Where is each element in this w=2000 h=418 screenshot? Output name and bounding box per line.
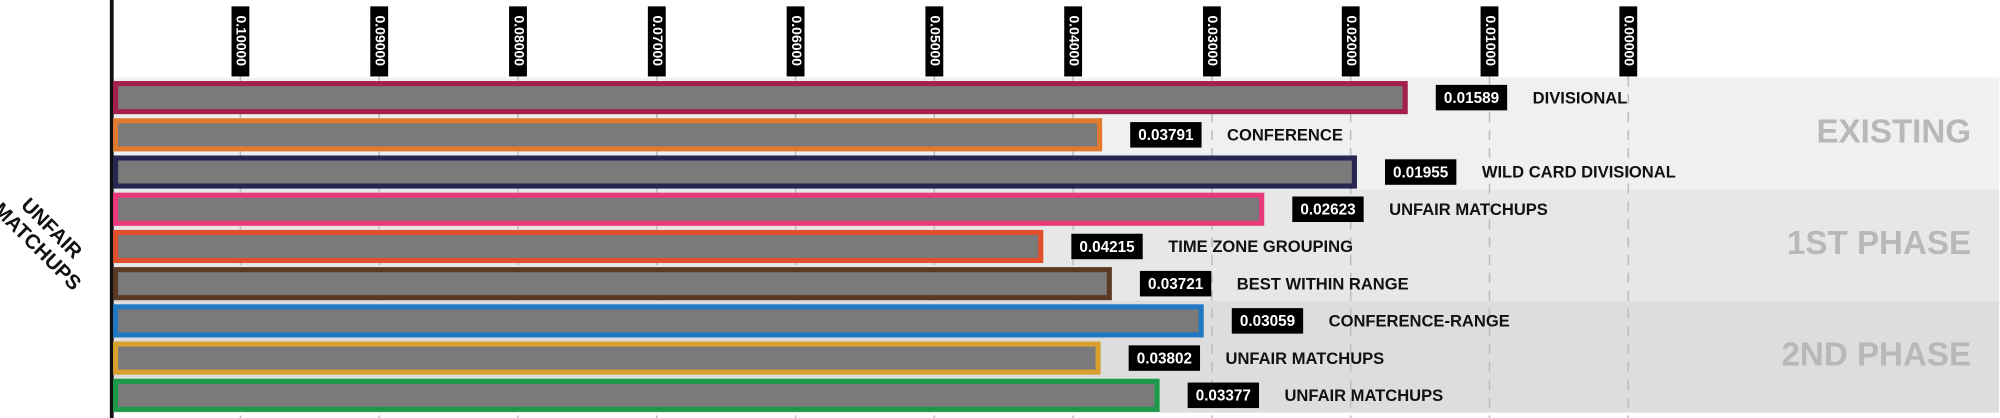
group-label: 1ST PHASE xyxy=(1787,225,1971,262)
group-label: 2ND PHASE xyxy=(1781,337,1971,374)
tick-label-bg xyxy=(1064,6,1083,77)
value-label-bg xyxy=(1071,233,1143,260)
category-label: UNFAIR MATCHUPS xyxy=(1226,349,1385,368)
x-tick-label: 0.03000 xyxy=(1205,15,1221,66)
tick-label-bg xyxy=(925,6,944,77)
value-label-bg xyxy=(1128,345,1201,371)
y-axis-label: UNFAIR MATCHUPS xyxy=(0,183,101,295)
category-label: DIVISIONAL xyxy=(1533,88,1628,107)
x-tick-label: 0.08000 xyxy=(511,15,527,66)
category-label: WILD CARD DIVISIONAL xyxy=(1482,163,1676,182)
category-label: BEST WITHIN RANGE xyxy=(1237,274,1409,293)
bar xyxy=(113,341,1101,375)
tick-label-bg xyxy=(231,6,250,77)
x-tick-label: 0.02000 xyxy=(1344,15,1360,66)
value-label-bg xyxy=(1292,196,1364,222)
tick-label-bg xyxy=(1619,6,1638,77)
bar xyxy=(113,118,1103,152)
x-tick-label: 0.00000 xyxy=(1622,15,1638,66)
bar xyxy=(113,192,1265,226)
value-label-bg xyxy=(1130,122,1202,148)
value-label: 0.03791 xyxy=(1138,127,1194,144)
bar xyxy=(113,378,1160,412)
category-label: UNFAIR MATCHUPS xyxy=(1389,200,1548,219)
value-label: 0.01955 xyxy=(1393,164,1449,181)
tick-label-bg xyxy=(370,6,389,77)
value-label-bg xyxy=(1384,159,1457,185)
x-tick-label: 0.10000 xyxy=(234,15,250,66)
value-label-bg xyxy=(1139,270,1212,297)
bar xyxy=(113,81,1408,115)
category-label: UNFAIR MATCHUPS xyxy=(1284,386,1443,405)
bar xyxy=(113,155,1357,189)
value-label-bg xyxy=(1231,308,1304,334)
x-tick-label: 0.07000 xyxy=(650,15,666,66)
value-label-bg xyxy=(1187,382,1260,409)
x-tick-label: 0.01000 xyxy=(1483,15,1499,66)
x-tick-label: 0.09000 xyxy=(373,15,389,66)
value-label: 0.04215 xyxy=(1079,239,1135,256)
value-label-bg xyxy=(1435,84,1508,111)
category-label: TIME ZONE GROUPING xyxy=(1168,237,1353,256)
category-label: CONFERENCE-RANGE xyxy=(1329,312,1510,331)
group-label: EXISTING xyxy=(1816,113,1971,150)
value-label: 0.02623 xyxy=(1300,202,1355,219)
bar xyxy=(113,304,1204,338)
tick-label-bg xyxy=(509,6,527,77)
tick-label-bg xyxy=(786,6,805,77)
category-label: CONFERENCE xyxy=(1227,125,1343,144)
x-tick-label: 0.04000 xyxy=(1066,15,1082,66)
tick-label-bg xyxy=(1480,6,1499,77)
value-label: 0.03377 xyxy=(1196,388,1251,405)
bar xyxy=(113,267,1112,301)
value-label: 0.03059 xyxy=(1240,313,1295,330)
value-label: 0.01589 xyxy=(1444,90,1499,107)
value-label: 0.03802 xyxy=(1137,350,1192,367)
tick-label-bg xyxy=(647,6,666,77)
x-tick-label: 0.05000 xyxy=(928,15,944,66)
bar xyxy=(113,229,1044,264)
x-tick-label: 0.06000 xyxy=(789,15,805,66)
tick-label-bg xyxy=(1203,6,1221,77)
value-label: 0.03721 xyxy=(1148,276,1204,293)
tick-label-bg xyxy=(1341,6,1360,77)
